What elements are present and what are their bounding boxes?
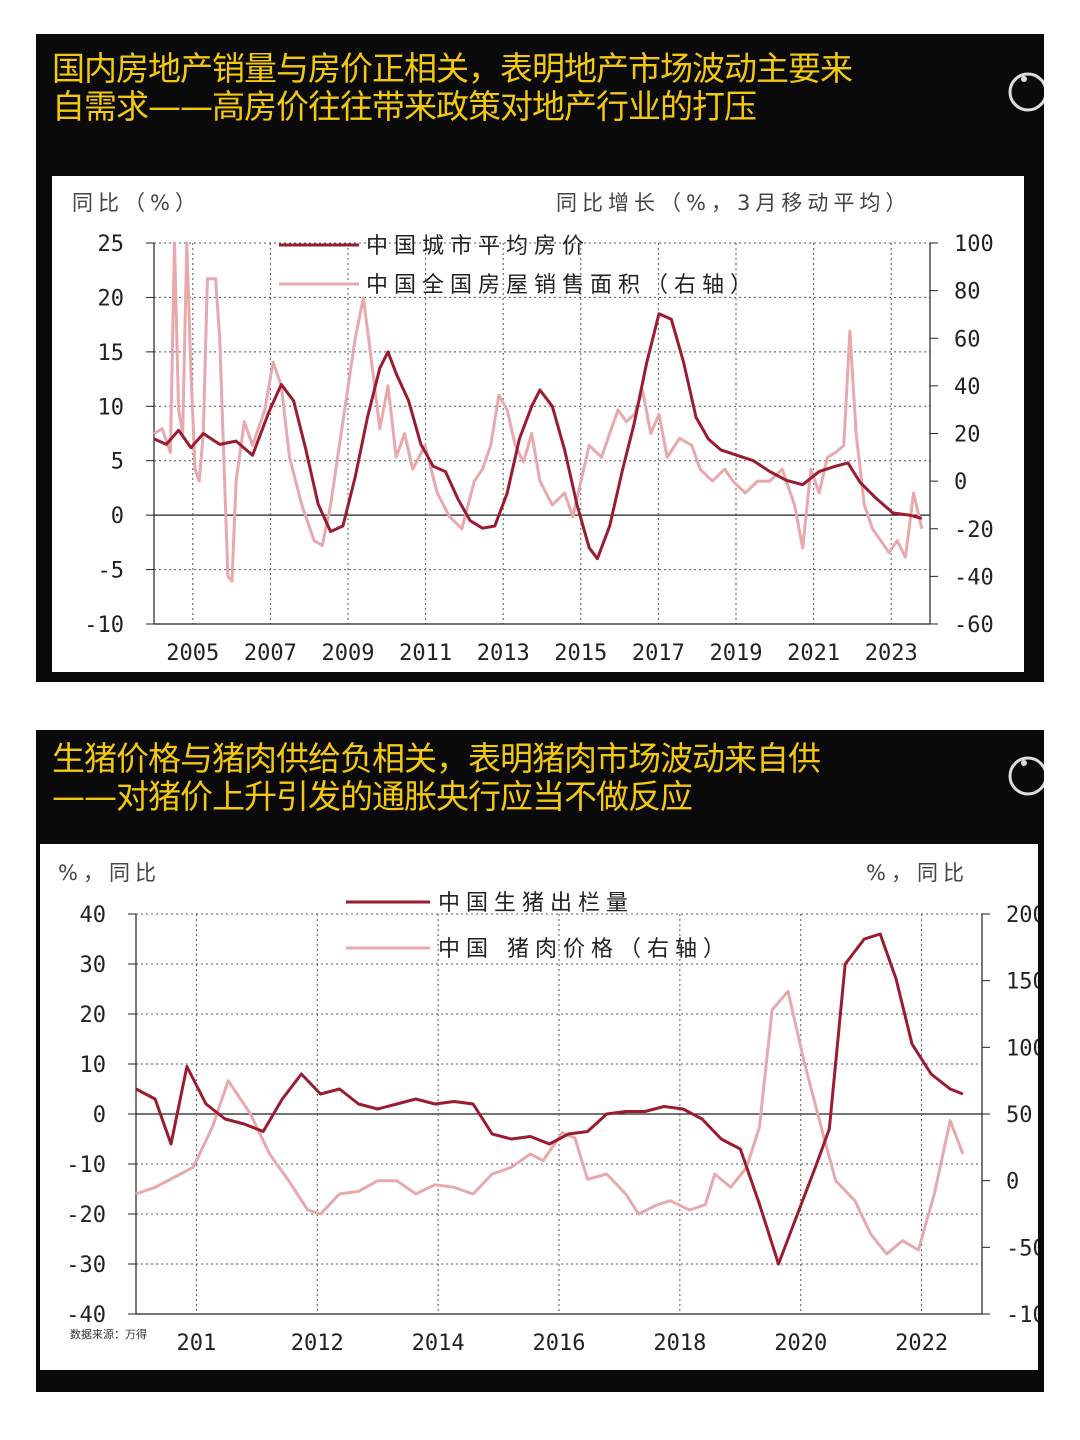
left-tick-label: 5 (111, 450, 124, 475)
left-tick-label: 10 (80, 1053, 107, 1078)
left-tick-label: 20 (98, 286, 125, 311)
logo-icon (1008, 756, 1044, 796)
x-tick-label: 2018 (653, 1331, 706, 1356)
legend-label-pork: 中国 猪肉价格（右轴） (438, 937, 731, 962)
right-tick-label: 200 (1006, 903, 1038, 928)
series-lines (135, 932, 965, 1266)
axes: 2520151050-5-10100806040200-20-40-602005… (84, 232, 994, 666)
right-tick-label: 0 (1006, 1170, 1019, 1195)
chart-housing: 同比（%） 同比增长（%，3月移动平均） 2520151050-5-101008… (72, 191, 994, 666)
left-tick-label: 0 (93, 1103, 106, 1128)
title-line-2: ——对猪价上升引发的通胀央行应当不做反应 (52, 777, 693, 816)
left-tick-label: 25 (98, 232, 125, 257)
left-tick-label: 20 (80, 1003, 107, 1028)
x-tick-label: 2015 (554, 641, 607, 666)
x-tick-label: 2007 (244, 641, 297, 666)
left-tick-label: 40 (80, 903, 107, 928)
x-tick-label: 2023 (865, 641, 918, 666)
x-tick-label: 2014 (412, 1331, 465, 1356)
x-tick-label: 2009 (322, 641, 375, 666)
grid (136, 913, 982, 1315)
slide-title: 国内房地产销量与房价正相关，表明地产市场波动主要来 自需求——高房价往往带来政策… (52, 50, 972, 126)
title-line-1: 生猪价格与猪肉供给负相关，表明猪肉市场波动来自供 (52, 739, 821, 778)
right-axis-label: %，同比 (866, 861, 969, 885)
x-tick-label: 2013 (477, 641, 530, 666)
title-line-2: 自需求——高房价往往带来政策对地产行业的打压 (52, 87, 757, 126)
right-tick-label: -50 (1006, 1236, 1038, 1261)
right-tick-label: 80 (954, 280, 981, 305)
x-tick-label: 2017 (632, 641, 685, 666)
left-tick-label: -20 (66, 1203, 106, 1228)
x-tick-label: 2021 (787, 641, 840, 666)
right-tick-label: -100 (1006, 1303, 1038, 1328)
right-tick-label: -60 (954, 613, 994, 638)
x-tick-label: 2005 (166, 641, 219, 666)
left-tick-label: 10 (98, 395, 125, 420)
series-line-right-axis (135, 989, 965, 1256)
legend-label-hog: 中国生猪出栏量 (438, 891, 634, 916)
left-tick-label: -30 (66, 1253, 106, 1278)
chart-panel: %，同比 %，同比 403020100-10-20-30-40200150100… (40, 844, 1044, 1370)
axes: 403020100-10-20-30-40200150100500-50-100… (66, 903, 1044, 1356)
left-tick-label: -10 (84, 613, 124, 638)
left-tick-label: -5 (98, 559, 125, 584)
chart-pork: %，同比 %，同比 403020100-10-20-30-40200150100… (58, 861, 1044, 1356)
series-line-left-axis (153, 312, 923, 561)
slide-housing: 国内房地产销量与房价正相关，表明地产市场波动主要来 自需求——高房价往往带来政策… (36, 34, 1044, 682)
left-tick-label: 15 (98, 341, 125, 366)
x-tick-label: 201 (177, 1331, 217, 1356)
slide-title: 生猪价格与猪肉供给负相关，表明猪肉市场波动来自供 ——对猪价上升引发的通胀央行应… (52, 740, 972, 816)
x-tick-label: 2012 (291, 1331, 344, 1356)
right-tick-label: 100 (954, 232, 994, 257)
left-tick-label: -10 (66, 1153, 106, 1178)
left-axis-label: %，同比 (58, 861, 161, 885)
series-lines (153, 241, 924, 583)
right-tick-label: 40 (954, 375, 981, 400)
x-tick-label: 2011 (399, 641, 452, 666)
right-tick-label: -20 (954, 518, 994, 543)
right-tick-label: 20 (954, 423, 981, 448)
source-note: 数据来源：万得 (70, 1328, 147, 1341)
title-line-1: 国内房地产销量与房价正相关，表明地产市场波动主要来 (52, 49, 853, 88)
right-tick-label: 60 (954, 327, 981, 352)
legend: 中国生猪出栏量 中国 猪肉价格（右轴） (346, 891, 731, 962)
right-tick-label: 0 (954, 470, 967, 495)
x-tick-label: 2016 (533, 1331, 586, 1356)
logo-icon (1008, 72, 1044, 112)
legend: 中国城市平均房价 中国全国房屋销售面积（右轴） (279, 234, 758, 298)
slide-pork: 生猪价格与猪肉供给负相关，表明猪肉市场波动来自供 ——对猪价上升引发的通胀央行应… (36, 730, 1044, 1392)
x-tick-label: 2022 (895, 1331, 948, 1356)
right-tick-label: 150 (1006, 970, 1038, 995)
right-tick-label: 100 (1006, 1036, 1038, 1061)
x-tick-label: 2020 (774, 1331, 827, 1356)
left-tick-label: -40 (66, 1303, 106, 1328)
grid (154, 242, 930, 625)
legend-label-sales: 中国全国房屋销售面积（右轴） (366, 273, 758, 298)
right-tick-label: -40 (954, 565, 994, 590)
legend-label-price: 中国城市平均房价 (366, 234, 590, 259)
series-line-left-axis (135, 932, 964, 1266)
x-tick-label: 2019 (710, 641, 763, 666)
chart-panel: 同比（%） 同比增长（%，3月移动平均） 25 20 15 10 5 0 -5 -10 100 8… (52, 176, 1024, 672)
series-line-right-axis (153, 241, 924, 583)
right-axis-label: 同比增长（%，3月移动平均） (556, 191, 911, 215)
left-tick-label: 30 (80, 953, 107, 978)
left-tick-label: 0 (111, 504, 124, 529)
right-tick-label: 50 (1006, 1103, 1033, 1128)
left-axis-label: 同比（%） (72, 191, 201, 215)
